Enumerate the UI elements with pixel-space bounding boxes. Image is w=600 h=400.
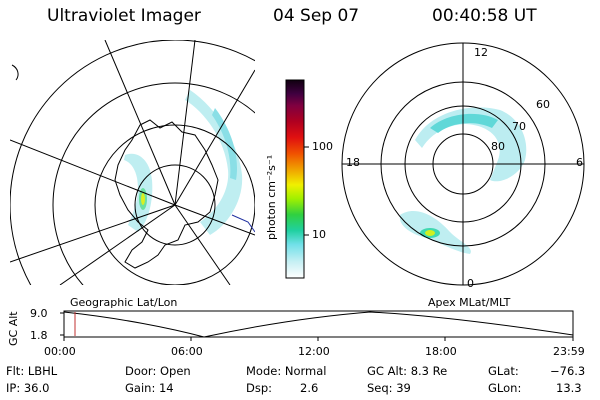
mlt-label-0: 0 <box>467 277 474 290</box>
altitude-curve <box>63 311 574 338</box>
door-status: Door: Open <box>125 364 191 378</box>
time-tick-0000: 00:00 <box>44 345 76 358</box>
mode-status: Mode: Normal <box>246 364 327 378</box>
glon-value: 13.3 <box>556 381 582 395</box>
colorbar-tick-100: 100 <box>312 140 333 153</box>
time-tick-1200: 12:00 <box>298 345 330 358</box>
time-label: 00:40:58 UT <box>432 6 537 26</box>
altitude-plot <box>60 310 574 341</box>
filter-status: Flt: LBHL <box>6 364 58 378</box>
colorbar-unit-label: photon cm⁻²s⁻¹ <box>265 154 278 240</box>
time-tick-2359: 23:59 <box>553 345 585 358</box>
glat-label: GLat: <box>488 364 519 378</box>
apex-projection-label: Apex MLat/MLT <box>428 296 511 309</box>
time-tick-1800: 18:00 <box>425 345 457 358</box>
dsp-value: 2.6 <box>300 381 319 395</box>
geographic-projection-label: Geographic Lat/Lon <box>70 296 178 309</box>
altitude-ylabel: GC Alt <box>7 311 20 346</box>
time-tick-0600: 06:00 <box>171 345 203 358</box>
colorbar-tick-10: 10 <box>312 228 326 241</box>
aurora-oval-polar <box>399 107 527 254</box>
lat-label-70: 70 <box>512 120 526 133</box>
altitude-ytick-1-8: 1.8 <box>30 329 48 342</box>
colorbar <box>285 79 309 279</box>
glat-value: −76.3 <box>550 364 586 378</box>
ip-status: IP: 36.0 <box>6 381 50 395</box>
mlt-label-12: 12 <box>474 46 488 59</box>
gain-status: Gain: 14 <box>125 381 174 395</box>
dsp-label: Dsp: <box>246 381 273 395</box>
seq-status: Seq: 39 <box>367 381 411 395</box>
mlt-label-18: 18 <box>346 156 360 169</box>
glon-label: GLon: <box>488 381 522 395</box>
altitude-ytick-9: 9.0 <box>30 307 48 320</box>
lat-label-60: 60 <box>536 98 550 111</box>
polar-plot <box>341 42 585 286</box>
antarctica-coastline <box>114 119 219 269</box>
geographic-map <box>10 40 255 285</box>
mlt-label-6: 6 <box>576 156 583 169</box>
date-label: 04 Sep 07 <box>273 6 360 26</box>
aurora-oval-geo <box>124 90 243 235</box>
instrument-title: Ultraviolet Imager <box>47 6 201 26</box>
gc-alt-status: GC Alt: 8.3 Re <box>367 364 448 378</box>
lat-label-80: 80 <box>491 140 505 153</box>
